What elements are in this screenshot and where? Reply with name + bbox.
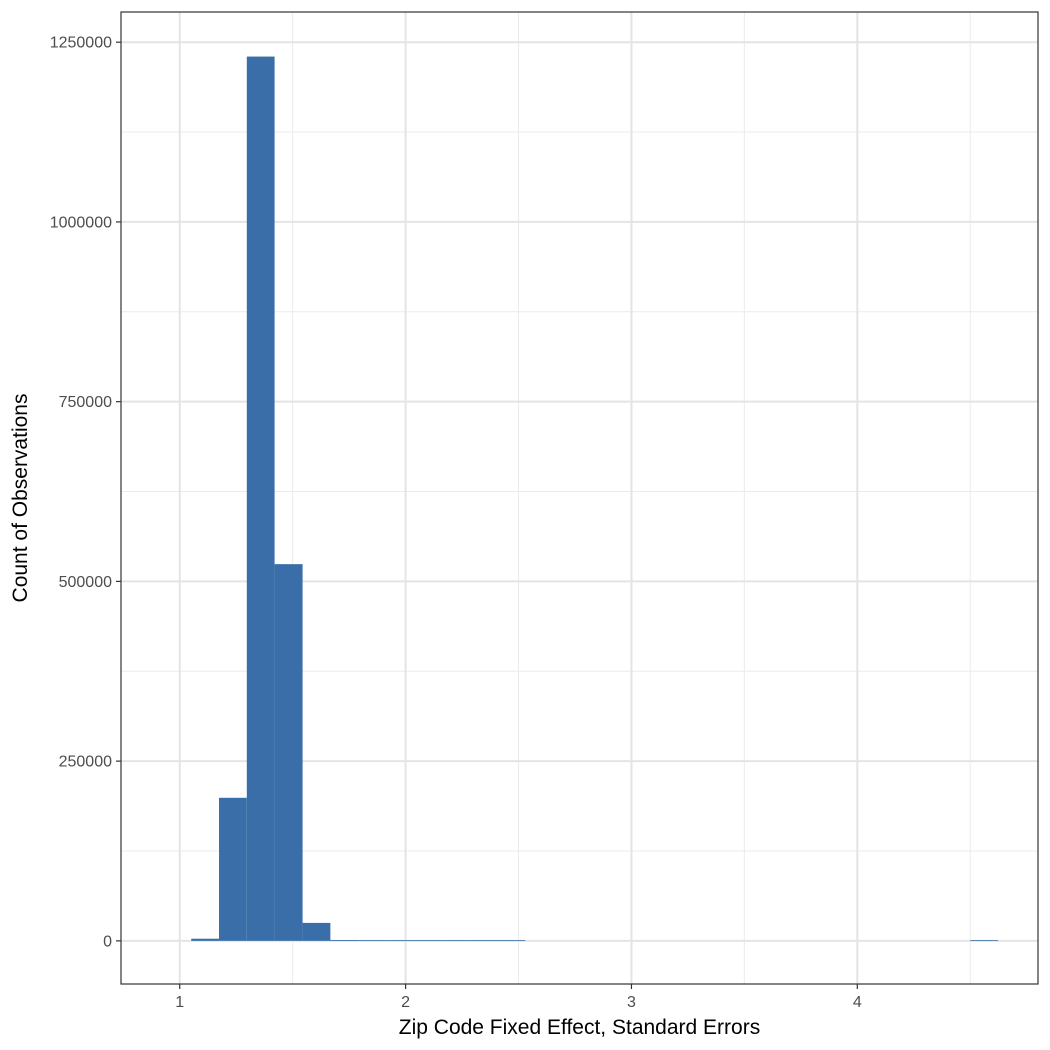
x-axis: 1 2 3 4	[175, 984, 862, 1011]
y-axis: 0 250000 500000 750000 1000000 1250000	[50, 35, 121, 950]
x-axis-title: Zip Code Fixed Effect, Standard Errors	[399, 1016, 760, 1039]
plot-panel-border	[120, 11, 1039, 985]
histogram-bar	[413, 940, 442, 941]
y-tick-label: 1250000	[50, 35, 112, 52]
histogram-bar	[386, 940, 414, 941]
histogram-bar	[246, 56, 275, 941]
y-tick-label: 1000000	[50, 214, 112, 231]
y-tick-label: 250000	[59, 754, 112, 771]
histogram-bar	[302, 922, 331, 941]
y-tick-label: 0	[103, 933, 112, 950]
histogram-bar	[469, 940, 498, 941]
y-tick-label: 500000	[59, 574, 112, 591]
histogram-bars	[191, 56, 999, 941]
histogram-bar	[441, 940, 470, 941]
x-tick-label: 1	[175, 994, 184, 1011]
histogram-bar	[497, 940, 526, 941]
x-tick-label: 2	[401, 994, 410, 1011]
histogram-bar	[358, 940, 387, 941]
x-tick-label: 3	[627, 994, 636, 1011]
histogram-bar	[219, 797, 247, 941]
histogram-bar	[274, 564, 303, 941]
y-tick-label: 750000	[59, 394, 112, 411]
histogram-bar	[970, 940, 999, 941]
histogram-bar	[330, 940, 359, 941]
histogram-bar	[191, 938, 220, 941]
y-axis-title: Count of Observations	[9, 394, 32, 603]
x-tick-label: 4	[853, 994, 862, 1011]
